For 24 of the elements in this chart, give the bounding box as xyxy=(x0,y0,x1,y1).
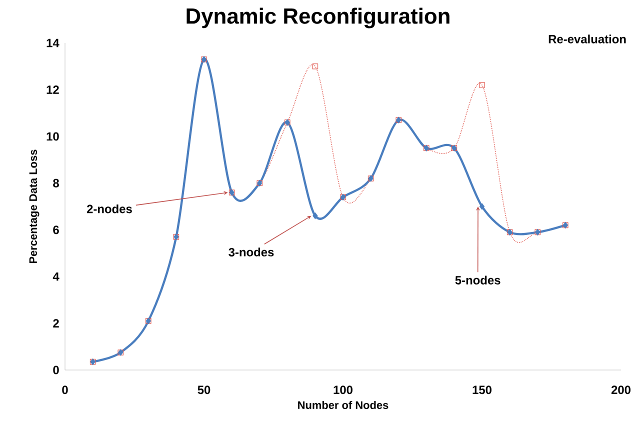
annotation: Re-evaluation xyxy=(548,34,626,44)
y-tick-label: 4 xyxy=(52,272,60,281)
x-axis-title: Number of Nodes xyxy=(298,400,388,409)
x-tick-label: 50 xyxy=(198,386,210,394)
chart-title: Dynamic Reconfiguration xyxy=(186,8,450,28)
x-tick-label: 0 xyxy=(62,386,68,394)
point xyxy=(479,203,485,210)
y-tick-label: 2 xyxy=(53,319,59,328)
point xyxy=(479,82,485,88)
annotation: 5-nodes xyxy=(455,276,500,284)
y-tick-label: 6 xyxy=(53,226,59,234)
y-tick-label: 10 xyxy=(46,132,59,141)
x-tick-label: 150 xyxy=(472,386,492,394)
y-axis-title: Percentage Data Loss xyxy=(29,150,40,264)
y-tick-label: 14 xyxy=(46,38,60,48)
x-tick-label: 200 xyxy=(611,386,630,394)
x-tick-label: 100 xyxy=(334,386,352,394)
annotation: 2-nodes xyxy=(86,204,132,214)
y-tick-label: 8 xyxy=(53,178,59,188)
y-tick-label: 0 xyxy=(53,366,59,374)
y-tick-label: 12 xyxy=(46,86,59,94)
annotation: 3-nodes xyxy=(228,248,274,256)
point xyxy=(312,63,318,70)
point xyxy=(312,212,318,220)
